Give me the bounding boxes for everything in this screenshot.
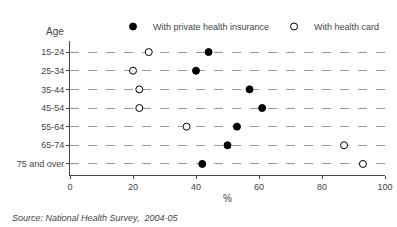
svg-text:65-74: 65-74 [41,140,64,150]
svg-text:60: 60 [254,182,264,192]
svg-text:With health card: With health card [314,22,379,32]
svg-text:Source: National Health Survey: Source: National Health Survey, 2004-05 [12,213,178,223]
svg-text:75 and over: 75 and over [17,159,65,169]
svg-text:Age: Age [46,26,64,37]
svg-text:55-64: 55-64 [41,122,64,132]
svg-text:40: 40 [191,182,201,192]
svg-text:25-34: 25-34 [41,66,64,76]
svg-text:%: % [223,193,232,204]
svg-text:With private health insurance: With private health insurance [153,22,269,32]
svg-text:0: 0 [67,182,72,192]
svg-text:20: 20 [128,182,138,192]
svg-text:80: 80 [317,182,327,192]
svg-text:35-44: 35-44 [41,85,64,95]
svg-text:100: 100 [377,182,392,192]
svg-text:15-24: 15-24 [41,47,64,57]
svg-text:45-54: 45-54 [41,103,64,113]
